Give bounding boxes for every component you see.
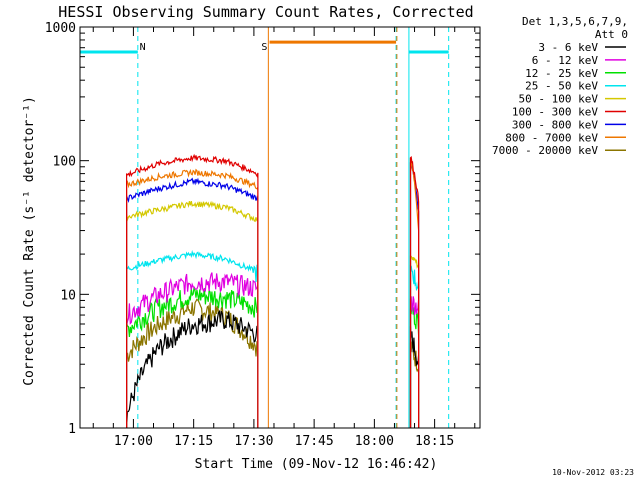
series-100-300keV [126, 153, 420, 428]
y-tick-label-0: 1 [68, 422, 76, 437]
x-tick-label-2: 17:30 [234, 434, 273, 449]
y-tick-label-1: 10 [60, 288, 76, 303]
plot-frame [79, 26, 481, 429]
series-trace-7-segment-0 [126, 168, 259, 428]
series-trace-0-segment-1 [409, 326, 420, 428]
series-trace-1-segment-0 [126, 272, 259, 428]
series-trace-2-segment-0 [126, 286, 259, 428]
legend-label-6: 300 - 800 keV [512, 118, 598, 131]
axes: 1 10 100 1000 17:00 17:15 17:30 17:45 18:00 18:15 [45, 21, 481, 449]
timestamp: 10-Nov-2012 03:23 [552, 468, 634, 477]
legend-label-4: 50 - 100 keV [519, 93, 599, 106]
legend-label-1: 6 - 12 keV [532, 54, 599, 67]
x-axis-label: Start Time (09-Nov-12 16:46:42) [195, 457, 438, 472]
series-trace-8-segment-0 [126, 298, 259, 428]
y-tick-label-3: 1000 [45, 21, 76, 36]
legend-header-line-2: Att 0 [595, 28, 628, 41]
series-trace-5-segment-0 [126, 153, 259, 428]
x-tick-label-1: 17:15 [174, 434, 213, 449]
legend-header: Det 1,3,5,6,7,9, Att 0 [522, 15, 628, 41]
legend-label-5: 100 - 300 keV [512, 106, 598, 119]
chart-title: HESSI Observing Summary Count Rates, Cor… [58, 3, 473, 21]
legend-label-7: 800 - 7000 keV [505, 131, 598, 144]
x-tick-label-0: 17:00 [114, 434, 153, 449]
series-trace-4-segment-1 [409, 255, 420, 428]
series-trace-4-segment-0 [126, 200, 259, 428]
series-trace-1-segment-1 [409, 296, 420, 428]
series-25-50keV [126, 249, 420, 428]
series-3-6keV [126, 309, 420, 429]
series-300-800keV [126, 162, 420, 428]
series-trace-3-segment-0 [126, 249, 259, 428]
x-tick-label-3: 17:45 [295, 434, 334, 449]
series-trace-0-segment-0 [126, 309, 259, 429]
x-tick-label-4: 18:00 [355, 434, 394, 449]
series-trace-3-segment-1 [409, 264, 420, 428]
x-tick-label-5: 18:15 [415, 434, 454, 449]
series-12-25keV [126, 286, 420, 428]
series-trace-6-segment-0 [126, 177, 259, 428]
annotation-S: S [261, 42, 267, 53]
legend-label-2: 12 - 25 keV [525, 67, 598, 80]
series-trace-7-segment-1 [409, 157, 420, 428]
legend-label-3: 25 - 50 keV [525, 80, 598, 93]
series-6-12keV [126, 272, 420, 428]
series-7000-20000keV [126, 298, 420, 428]
series-trace-5-segment-1 [409, 156, 420, 428]
series-800-7000keV [126, 157, 420, 428]
legend-header-line-1: Det 1,3,5,6,7,9, [522, 15, 628, 28]
legend-label-0: 3 - 6 keV [538, 41, 598, 54]
y-tick-label-2: 100 [53, 155, 76, 170]
series-trace-6-segment-1 [409, 162, 420, 428]
series-50-100keV [126, 200, 420, 428]
series-trace-8-segment-1 [409, 341, 420, 428]
series-trace-2-segment-1 [409, 298, 420, 428]
legend-label-8: 7000 - 20000 keV [492, 144, 598, 157]
y-axis-label: Corrected Count Rate (s⁻¹ detector⁻¹) [22, 96, 37, 386]
annotation-N: N [140, 42, 146, 53]
